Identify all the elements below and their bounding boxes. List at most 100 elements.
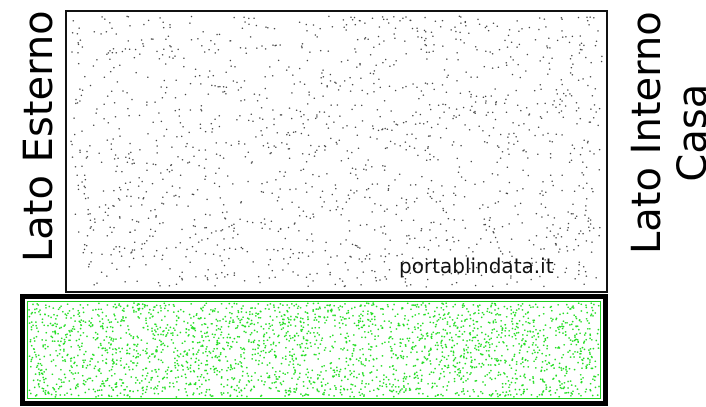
speckle-dot xyxy=(396,254,398,257)
speckle-dot xyxy=(118,245,121,248)
speckle-dot xyxy=(523,388,525,391)
speckle-dot xyxy=(404,343,407,346)
speckle-dot xyxy=(206,326,209,329)
speckle-dot xyxy=(342,348,344,351)
speckle-dot xyxy=(274,309,276,312)
speckle-dot xyxy=(464,362,467,365)
speckle-dot xyxy=(377,388,380,391)
speckle-dot xyxy=(447,354,450,357)
speckle-dot xyxy=(566,321,568,324)
speckle-dot xyxy=(335,200,338,202)
speckle-dot xyxy=(401,306,403,309)
speckle-dot xyxy=(524,358,527,361)
speckle-dot xyxy=(139,312,142,315)
speckle-dot xyxy=(230,144,233,146)
speckle-dot xyxy=(414,267,417,270)
speckle-dot xyxy=(240,318,243,321)
speckle-dot xyxy=(419,387,421,390)
speckle-dot xyxy=(183,65,185,68)
speckle-dot xyxy=(47,315,50,317)
speckle-dot xyxy=(45,306,47,309)
speckle-dot xyxy=(42,344,45,347)
speckle-dot xyxy=(185,327,188,330)
speckle-dot xyxy=(211,356,214,359)
speckle-dot xyxy=(568,41,571,44)
speckle-dot xyxy=(218,115,221,117)
speckle-dot xyxy=(206,331,209,334)
speckle-dot xyxy=(522,150,524,152)
speckle-dot xyxy=(302,336,305,338)
speckle-dot xyxy=(456,317,459,320)
speckle-dot xyxy=(170,338,173,341)
speckle-dot xyxy=(440,359,443,362)
speckle-dot xyxy=(589,359,591,361)
speckle-dot xyxy=(162,342,165,345)
speckle-dot xyxy=(60,381,63,384)
speckle-dot xyxy=(142,196,145,199)
speckle-dot xyxy=(564,333,567,336)
speckle-dot xyxy=(221,259,223,262)
speckle-dot xyxy=(427,147,429,150)
speckle-dot xyxy=(300,115,302,118)
speckle-dot xyxy=(533,360,535,363)
speckle-dot xyxy=(279,170,281,173)
speckle-dot xyxy=(44,347,47,350)
speckle-dot xyxy=(111,365,114,368)
speckle-dot xyxy=(89,84,92,87)
speckle-dot xyxy=(334,314,336,317)
speckle-dot xyxy=(119,392,122,395)
speckle-dot xyxy=(329,309,332,312)
speckle-dot xyxy=(64,376,67,379)
speckle-dot xyxy=(128,157,131,160)
speckle-dot xyxy=(457,239,460,242)
speckle-dot xyxy=(498,341,500,344)
speckle-dot xyxy=(306,103,309,105)
speckle-dot xyxy=(576,338,579,341)
speckle-dot xyxy=(561,18,563,21)
speckle-dot xyxy=(412,365,415,367)
speckle-dot xyxy=(209,214,211,216)
speckle-dot xyxy=(303,83,306,85)
speckle-dot xyxy=(244,325,247,328)
speckle-dot xyxy=(61,310,64,313)
speckle-dot xyxy=(55,390,57,393)
speckle-dot xyxy=(234,65,236,68)
speckle-dot xyxy=(304,311,307,313)
speckle-dot xyxy=(84,391,87,394)
speckle-dot xyxy=(252,120,254,122)
speckle-dot xyxy=(367,331,370,334)
speckle-dot xyxy=(453,377,456,380)
speckle-dot xyxy=(507,136,509,138)
speckle-dot xyxy=(500,332,503,334)
speckle-dot xyxy=(122,315,124,318)
speckle-dot xyxy=(444,329,447,332)
speckle-dot xyxy=(590,108,592,110)
speckle-dot xyxy=(133,343,135,346)
speckle-dot xyxy=(223,90,226,93)
speckle-dot xyxy=(577,361,579,364)
speckle-dot xyxy=(347,364,350,367)
speckle-dot xyxy=(189,109,192,111)
speckle-dot xyxy=(304,354,307,356)
speckle-dot xyxy=(437,318,440,321)
speckle-dot xyxy=(596,332,599,335)
speckle-dot xyxy=(436,332,439,334)
speckle-dot xyxy=(369,390,371,393)
speckle-dot xyxy=(159,304,162,307)
speckle-dot xyxy=(86,364,89,367)
speckle-dot xyxy=(306,302,309,305)
speckle-dot xyxy=(71,51,73,53)
speckle-dot xyxy=(324,321,326,324)
speckle-dot xyxy=(307,324,309,326)
speckle-dot xyxy=(66,354,69,357)
speckle-dot xyxy=(162,21,164,24)
speckle-dot xyxy=(458,361,461,364)
speckle-dot xyxy=(445,345,447,348)
speckle-dot xyxy=(440,393,442,396)
speckle-dot xyxy=(564,321,567,324)
speckle-dot xyxy=(100,161,103,163)
speckle-dot xyxy=(160,172,162,174)
speckle-dot xyxy=(441,84,444,86)
speckle-dot xyxy=(251,353,254,356)
speckle-dot xyxy=(434,344,437,347)
